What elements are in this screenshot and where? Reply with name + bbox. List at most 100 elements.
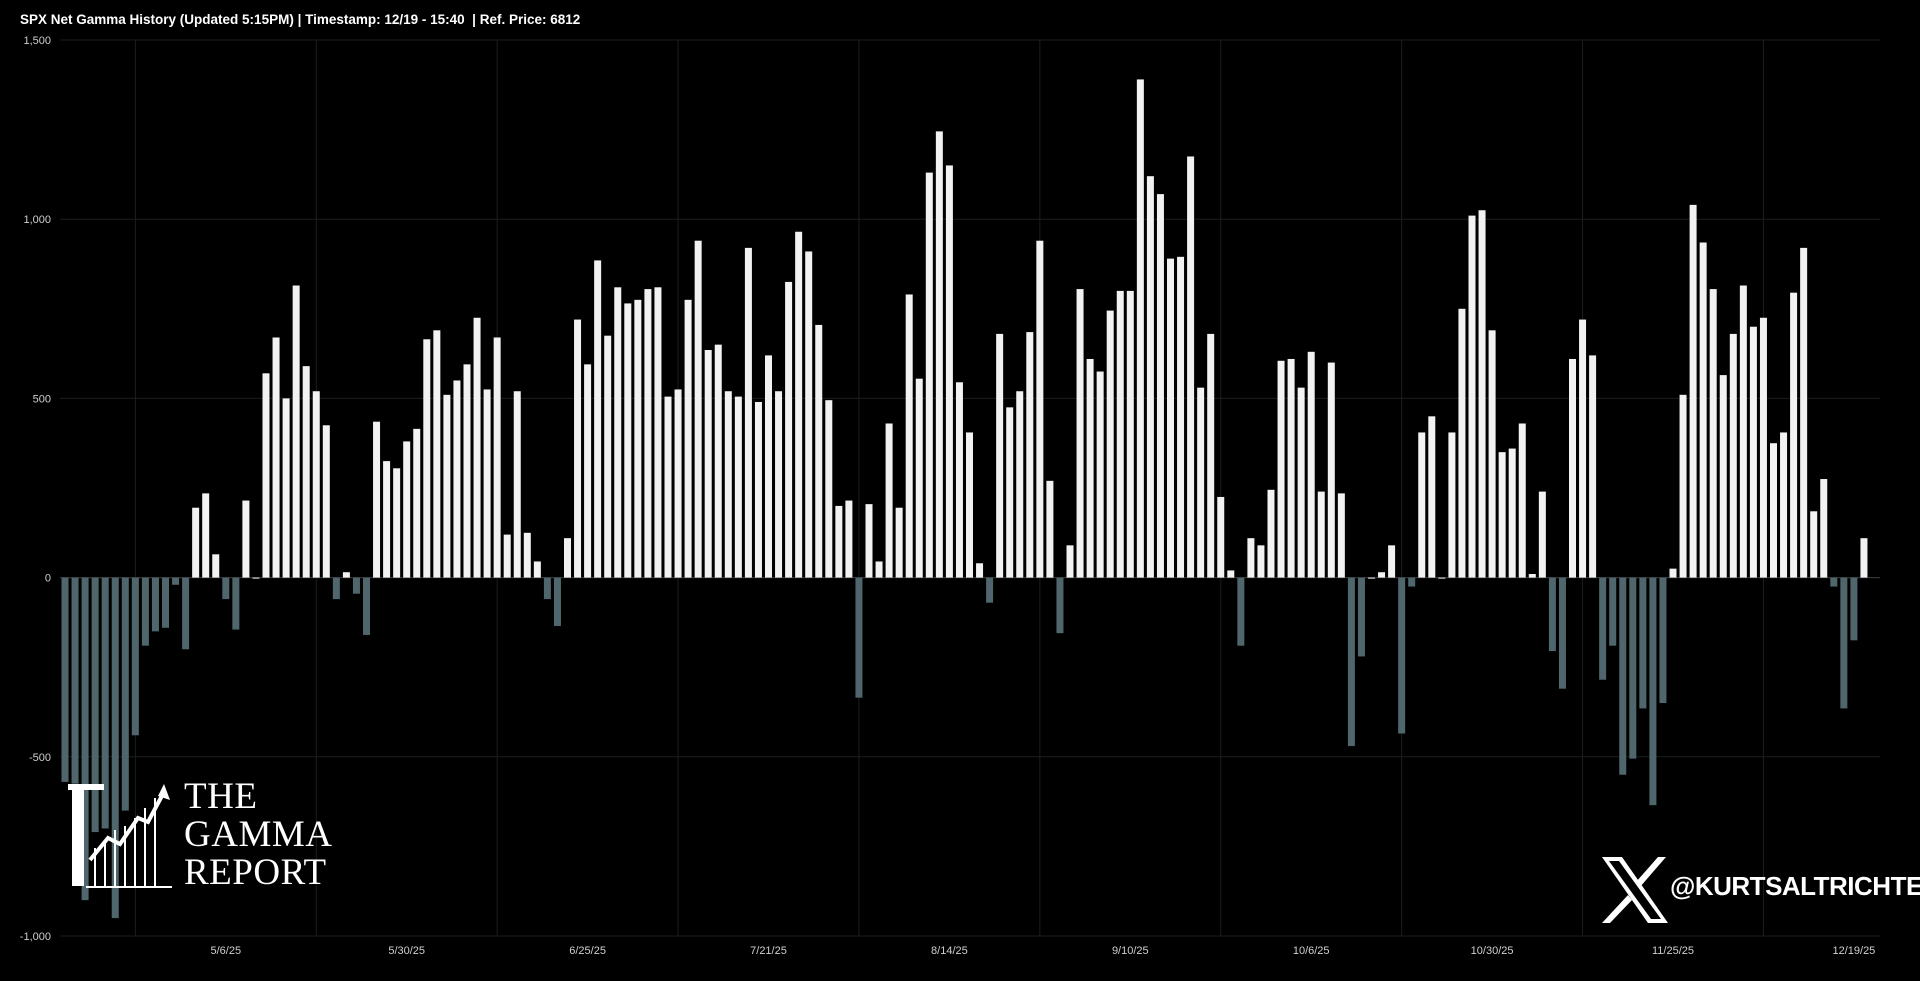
positive-gamma-bar	[634, 299, 642, 578]
positive-gamma-bar	[694, 240, 702, 578]
positive-gamma-bar	[805, 251, 813, 578]
positive-gamma-bar	[1116, 290, 1124, 578]
positive-gamma-bar	[1167, 258, 1174, 578]
negative-gamma-bar	[182, 577, 190, 650]
positive-gamma-bar	[282, 398, 290, 578]
x-tick-label: 12/19/25	[1832, 945, 1875, 957]
positive-gamma-bar	[744, 247, 752, 578]
positive-gamma-bar	[1016, 391, 1024, 578]
positive-gamma-bar	[322, 425, 330, 578]
y-tick-label: 1,000	[23, 214, 51, 226]
positive-gamma-bar	[262, 373, 270, 578]
positive-gamma-bar	[754, 401, 762, 578]
x-tick-label: 5/6/25	[211, 945, 242, 957]
negative-gamma-bar	[141, 577, 149, 646]
x-tick-label: 10/6/25	[1293, 945, 1330, 957]
positive-gamma-bar	[1428, 416, 1436, 578]
x-tick-label: 5/30/25	[388, 945, 425, 957]
social-handle: @KURTSALTRICHTER	[1600, 855, 1920, 925]
positive-gamma-bar	[584, 364, 592, 578]
positive-gamma-bar	[1287, 358, 1295, 578]
positive-gamma-bar	[594, 260, 602, 578]
positive-gamma-bar	[523, 532, 531, 578]
x-tick-label: 6/25/25	[569, 945, 606, 957]
positive-gamma-bar	[423, 339, 431, 578]
positive-gamma-bar	[1589, 355, 1597, 578]
negative-gamma-bar	[1056, 577, 1064, 634]
positive-gamma-bar	[1177, 256, 1185, 578]
positive-gamma-bar	[1810, 511, 1818, 578]
negative-gamma-bar	[101, 577, 109, 829]
x-tick-label: 11/25/25	[1652, 945, 1694, 957]
positive-gamma-bar	[1569, 358, 1576, 578]
positive-gamma-bar	[704, 350, 712, 578]
positive-gamma-bar	[473, 317, 481, 578]
negative-gamma-bar	[151, 577, 159, 632]
negative-gamma-bar	[855, 577, 863, 698]
positive-gamma-bar	[202, 493, 210, 578]
x-logo-icon	[1602, 857, 1668, 923]
positive-gamma-bar	[845, 500, 853, 578]
negative-gamma-bar	[1619, 577, 1627, 775]
positive-gamma-bar	[604, 335, 612, 578]
positive-gamma-bar	[463, 364, 471, 578]
positive-gamma-bar	[1669, 568, 1677, 578]
positive-gamma-bar	[644, 289, 652, 578]
positive-gamma-bar	[503, 534, 511, 578]
positive-gamma-bar	[674, 389, 682, 578]
positive-gamma-bar	[875, 561, 883, 578]
positive-gamma-bar	[895, 507, 903, 578]
positive-gamma-bar	[192, 507, 200, 578]
positive-gamma-bar	[664, 396, 672, 578]
positive-gamma-bar	[373, 421, 381, 578]
positive-gamma-bar	[1257, 545, 1265, 578]
positive-gamma-bar	[383, 461, 391, 578]
axis-labels: -1,000 -500 0 500 1,000 1,500 5/6/25 5/30/25 6/2…	[20, 35, 1876, 957]
positive-gamma-bar	[513, 391, 521, 578]
positive-gamma-bar	[312, 391, 320, 578]
positive-gamma-bar	[1368, 577, 1375, 579]
negative-gamma-bar	[1408, 577, 1416, 587]
negative-gamma-bar	[363, 577, 370, 635]
positive-gamma-bar	[724, 391, 732, 578]
positive-gamma-bar	[1297, 387, 1305, 578]
positive-gamma-bar	[1378, 572, 1386, 578]
negative-gamma-bar	[1398, 577, 1406, 734]
positive-gamma-bar	[1468, 215, 1476, 578]
positive-gamma-bar	[443, 394, 451, 578]
positive-gamma-bar	[1689, 204, 1697, 578]
positive-gamma-bar	[574, 319, 582, 578]
negative-gamma-bar	[232, 577, 240, 630]
negative-gamma-bar	[1558, 577, 1566, 689]
positive-gamma-bar	[1749, 326, 1757, 578]
positive-gamma-bar	[533, 561, 541, 578]
negative-gamma-bar	[131, 577, 139, 736]
positive-gamma-bar	[433, 330, 441, 578]
positive-gamma-bar	[1227, 570, 1235, 578]
positive-gamma-bar	[1759, 317, 1767, 578]
negative-gamma-bar	[71, 577, 79, 784]
handle-text: @KURTSALTRICHTER	[1670, 871, 1920, 901]
negative-gamma-bar	[61, 577, 69, 782]
positive-gamma-bar	[483, 389, 491, 578]
bars	[61, 79, 1868, 919]
positive-gamma-bar	[654, 287, 662, 578]
positive-gamma-bar	[242, 500, 250, 578]
positive-gamma-bar	[955, 382, 963, 578]
negative-gamma-bar	[1659, 577, 1667, 704]
positive-gamma-bar	[212, 554, 220, 578]
positive-gamma-bar	[1579, 319, 1587, 578]
positive-gamma-bar	[292, 285, 300, 578]
positive-gamma-bar	[865, 504, 873, 578]
chart-title: SPX Net Gamma History (Updated 5:15PM) |…	[20, 12, 581, 27]
positive-gamma-bar	[1006, 407, 1014, 578]
positive-gamma-bar	[966, 432, 973, 578]
negative-gamma-bar	[352, 577, 360, 594]
y-tick-label: 1,500	[23, 35, 51, 47]
positive-gamma-bar	[1790, 292, 1798, 578]
positive-gamma-bar	[614, 287, 622, 578]
positive-gamma-bar	[1267, 489, 1275, 578]
negative-gamma-bar	[111, 577, 119, 919]
positive-gamma-bar	[1498, 452, 1506, 578]
positive-gamma-bar	[1307, 351, 1315, 578]
